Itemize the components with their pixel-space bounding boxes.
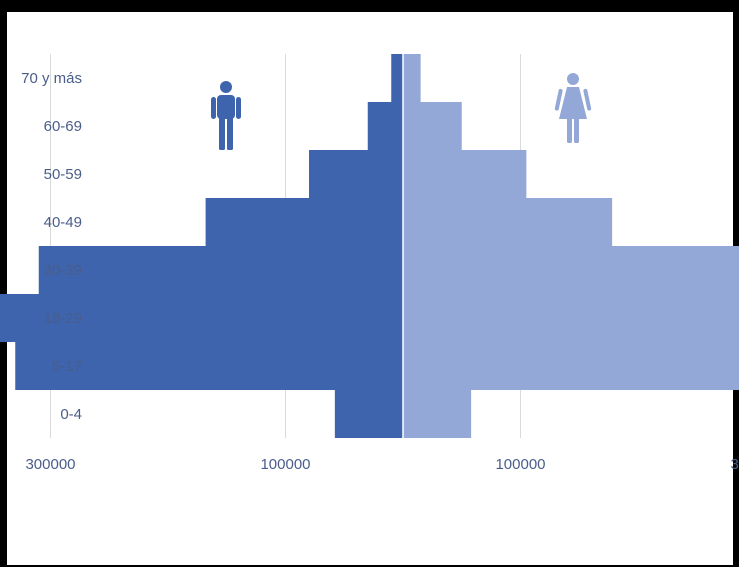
male-bar	[15, 342, 403, 390]
female-bar	[403, 150, 527, 198]
female-bar	[403, 198, 613, 246]
y-tick-label: 5-17	[52, 358, 82, 375]
male-bar	[309, 150, 403, 198]
male-bar	[334, 390, 403, 438]
x-axis-labels: 500000300000100000100000300000500000	[25, 456, 739, 473]
female-bar	[403, 342, 739, 390]
y-tick-label: 30-39	[44, 262, 82, 279]
male-bar	[391, 54, 403, 102]
x-tick-label: 100000	[495, 456, 545, 473]
y-tick-label: 70 y más	[21, 70, 82, 87]
y-tick-label: 60-69	[44, 118, 82, 135]
y-tick-label: 50-59	[44, 166, 82, 183]
female-bar	[403, 54, 421, 102]
male-bar	[38, 246, 403, 294]
male-person-icon	[211, 81, 241, 150]
male-bar	[0, 294, 404, 342]
male-bar	[367, 102, 403, 150]
y-tick-label: 40-49	[44, 214, 82, 231]
x-tick-label: 300000	[25, 456, 75, 473]
female-bar	[403, 246, 739, 294]
female-person-icon	[554, 73, 592, 143]
bars	[0, 54, 739, 438]
y-tick-label: 18-29	[44, 310, 82, 327]
y-tick-label: 0-4	[60, 406, 82, 423]
female-bar	[403, 294, 739, 342]
male-bar	[205, 198, 403, 246]
female-bar	[403, 390, 472, 438]
x-tick-label: 300000	[730, 456, 739, 473]
female-bar	[403, 102, 462, 150]
x-tick-label: 100000	[260, 456, 310, 473]
y-axis-labels: 70 y más 60-69 50-59 40-49 30-39 18-29 5-17 0-4	[21, 70, 82, 423]
